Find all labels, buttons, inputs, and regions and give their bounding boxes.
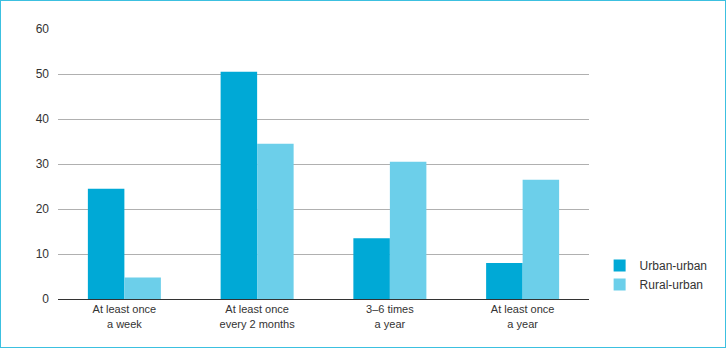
svg-text:0: 0 xyxy=(42,292,49,306)
svg-text:10: 10 xyxy=(36,247,50,261)
svg-text:3–6 timesa year: 3–6 timesa year xyxy=(366,303,414,329)
svg-text:At least oncea year: At least oncea year xyxy=(491,303,555,329)
svg-text:Urban-urban: Urban-urban xyxy=(640,259,707,273)
svg-text:At least onceevery 2 months: At least onceevery 2 months xyxy=(220,303,296,329)
svg-text:50: 50 xyxy=(36,67,50,81)
svg-text:At least oncea week: At least oncea week xyxy=(93,303,157,329)
svg-text:40: 40 xyxy=(36,112,50,126)
svg-text:30: 30 xyxy=(36,157,50,171)
svg-text:Rural-urban: Rural-urban xyxy=(640,278,703,292)
svg-text:20: 20 xyxy=(36,202,50,216)
svg-text:60: 60 xyxy=(36,22,50,36)
